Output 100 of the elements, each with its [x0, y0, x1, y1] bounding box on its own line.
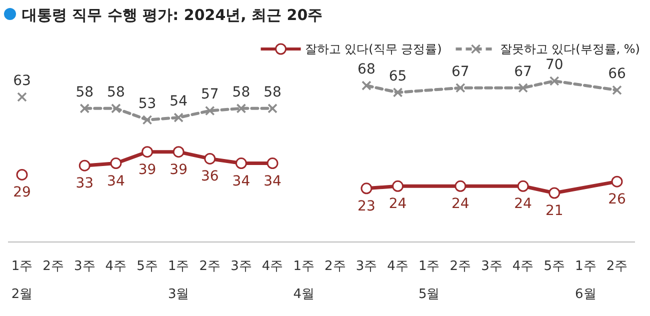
data-label: 65: [388, 68, 407, 84]
data-label: 66: [608, 66, 626, 82]
data-label: 24: [514, 196, 532, 212]
point: 70: [545, 57, 564, 86]
x-tick-label: 1주 6월: [575, 259, 596, 302]
x-tick-label: 1주 2월: [11, 259, 33, 302]
point: [16, 168, 28, 180]
data-label: 24: [452, 196, 470, 212]
data-label: 24: [388, 196, 407, 212]
data-label: 54: [170, 94, 188, 110]
point: 21: [545, 187, 564, 219]
data-label: 39: [138, 162, 156, 178]
point: [204, 152, 216, 164]
point: 34: [232, 158, 250, 190]
point: 54: [170, 94, 188, 122]
point: [611, 176, 623, 188]
point: [518, 82, 528, 93]
point: 34: [264, 158, 282, 190]
point: [80, 104, 90, 114]
point: [268, 104, 278, 114]
data-label: 57: [200, 86, 219, 103]
point: 33: [76, 160, 94, 192]
point: [548, 187, 560, 199]
point: 36: [200, 152, 219, 185]
point: 23: [358, 182, 376, 214]
data-label: 33: [76, 176, 94, 192]
point: 58: [232, 84, 250, 114]
data-label: 63: [13, 73, 31, 89]
point: 39: [138, 146, 156, 178]
point: [78, 160, 90, 172]
point: [549, 76, 560, 86]
data-label: 53: [138, 96, 156, 112]
point: [612, 85, 622, 96]
point: 58: [264, 84, 282, 114]
data-label: 26: [608, 192, 626, 208]
point: [392, 88, 403, 98]
point: 57: [200, 86, 219, 116]
data-label: 67: [452, 64, 470, 80]
data-label: 36: [200, 168, 219, 185]
legend-label: 잘못하고 있다(부정률, %): [500, 42, 640, 56]
x-tick-label: 5주: [544, 259, 566, 274]
point: [362, 80, 372, 90]
point: 24: [452, 180, 470, 212]
data-label: 58: [76, 84, 94, 100]
point: 58: [107, 84, 125, 114]
point: 34: [107, 158, 125, 190]
point: [236, 104, 246, 114]
point: 63: [13, 73, 31, 102]
point: [517, 180, 529, 192]
point: 65: [388, 68, 407, 98]
x-tick-label: 4주: [262, 259, 284, 274]
x-tick-label: 3주: [74, 259, 96, 274]
x-tick-label: 2주: [42, 259, 64, 274]
point: [110, 158, 122, 170]
point: [174, 112, 184, 122]
point: 67: [452, 64, 470, 93]
legend-label: 잘하고 있다(직무 긍정률): [304, 42, 442, 56]
data-label: 23: [358, 198, 376, 214]
point: 58: [76, 84, 94, 114]
data-label: 68: [358, 62, 376, 78]
data-label: 34: [264, 173, 282, 190]
point: [360, 182, 372, 194]
chart-title: 대통령 직무 수행 평가: 2024년, 최근 20주: [22, 6, 323, 24]
data-label: 21: [545, 203, 564, 219]
data-label: 34: [232, 173, 250, 190]
point: [111, 104, 121, 114]
x-tick-label: 4주: [105, 259, 127, 274]
x-tick-label: 3주: [230, 259, 252, 274]
data-label: 34: [107, 173, 125, 190]
point: 66: [608, 66, 626, 96]
x-tick-label: 4주: [512, 259, 534, 274]
x-tick-label: 2주: [606, 259, 628, 274]
point: 24: [514, 180, 532, 212]
point: 39: [170, 146, 188, 178]
x-tick-label: 3주: [356, 259, 378, 274]
data-label: 58: [107, 84, 125, 100]
point: [142, 114, 152, 125]
x-tick-label: 1주 4월: [293, 259, 314, 302]
point: 26: [608, 176, 626, 208]
x-tick-label: 1주 3월: [168, 259, 190, 302]
point: 53: [138, 96, 156, 125]
data-label: 39: [170, 162, 188, 178]
point: 67: [514, 64, 532, 93]
point: [172, 146, 184, 158]
data-label: 70: [545, 57, 564, 73]
point: [17, 92, 27, 102]
point: [392, 180, 404, 192]
x-tick-label: 2주: [450, 259, 472, 274]
data-label: 58: [232, 84, 250, 100]
x-tick-label: 2주: [324, 259, 346, 274]
x-tick-label: 1주 5월: [418, 259, 440, 302]
point: [204, 106, 215, 116]
point: 68: [358, 62, 376, 90]
point: [266, 158, 278, 170]
data-label: 67: [514, 64, 532, 80]
x-tick-label: 3주: [481, 259, 502, 274]
data-label: 29: [13, 184, 31, 201]
data-label: 58: [264, 84, 282, 100]
point: 29: [13, 168, 31, 201]
x-tick-label: 4주: [387, 259, 408, 274]
